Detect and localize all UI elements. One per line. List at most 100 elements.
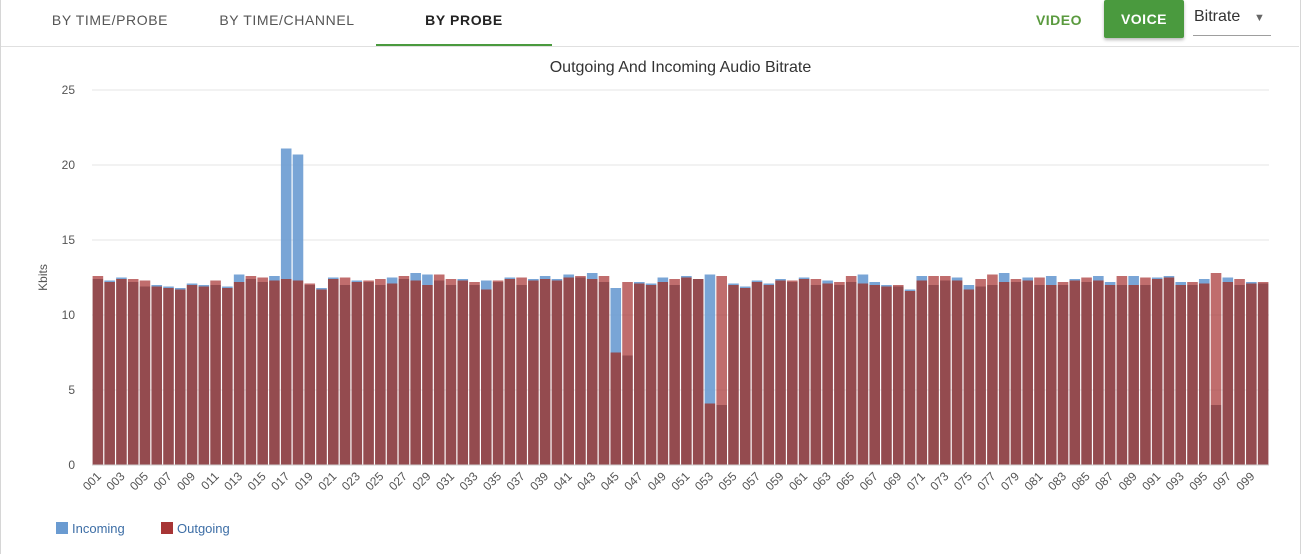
outgoing-bar — [598, 276, 610, 282]
overlap-bar — [151, 286, 163, 465]
incoming-bar — [292, 154, 304, 281]
incoming-bar — [1246, 282, 1257, 284]
overlap-bar — [457, 280, 469, 465]
video-button[interactable]: VIDEO — [1035, 12, 1083, 28]
overlap-bar — [881, 286, 892, 465]
x-tick-label: 023 — [339, 469, 363, 493]
outgoing-bar — [1234, 279, 1245, 285]
outgoing-bar — [139, 280, 151, 287]
outgoing-bar — [622, 282, 633, 356]
outgoing-bar — [669, 279, 680, 285]
overlap-bar — [445, 285, 457, 465]
incoming-bar — [151, 285, 163, 287]
incoming-bar — [751, 280, 763, 282]
outgoing-bar — [1187, 282, 1198, 285]
overlap-bar — [1116, 285, 1128, 465]
tab-by-time-channel[interactable]: BY TIME/CHANNEL — [219, 12, 355, 28]
x-tick-label: 097 — [1210, 469, 1234, 493]
view-tab-bar: BY TIME/PROBE BY TIME/CHANNEL BY PROBE V… — [1, 0, 1299, 47]
metric-select-value: Bitrate — [1194, 8, 1241, 25]
y-tick-label: 0 — [68, 458, 75, 472]
x-tick-label: 075 — [951, 469, 975, 493]
overlap-bar — [351, 282, 363, 465]
overlap-bar — [410, 280, 421, 465]
incoming-bar — [1022, 277, 1034, 281]
tab-by-probe[interactable]: BY PROBE — [376, 0, 552, 46]
incoming-bar — [798, 277, 810, 279]
incoming-bar — [704, 274, 716, 404]
overlap-bar — [610, 352, 622, 465]
outgoing-bar — [445, 279, 457, 285]
legend-label-incoming: Incoming — [72, 521, 125, 536]
voice-button[interactable]: VOICE — [1104, 0, 1184, 38]
metric-select[interactable]: Bitrate ▼ — [1193, 0, 1271, 36]
incoming-bar — [904, 289, 916, 291]
overlap-bar — [798, 279, 810, 465]
overlap-bar — [692, 279, 704, 465]
overlap-bar — [951, 280, 963, 465]
overlap-bar — [292, 280, 304, 465]
x-tick-label: 043 — [574, 469, 598, 493]
outgoing-bar — [210, 280, 221, 285]
overlap-bar — [987, 285, 998, 465]
overlap-bar — [775, 280, 786, 465]
overlap-bar — [563, 277, 574, 465]
overlap-bar — [1151, 279, 1163, 465]
tab-by-time-probe[interactable]: BY TIME/PROBE — [51, 12, 169, 28]
incoming-bar — [504, 277, 516, 279]
overlap-bar — [210, 285, 221, 465]
incoming-bar — [351, 280, 363, 282]
outgoing-bar — [1057, 282, 1069, 285]
overlap-bar — [669, 285, 680, 465]
x-tick-label: 077 — [974, 469, 998, 493]
overlap-bar — [751, 282, 763, 465]
x-tick-label: 069 — [880, 469, 904, 493]
overlap-bar — [857, 283, 869, 465]
overlap-bar — [198, 286, 210, 465]
x-tick-label: 011 — [198, 469, 222, 493]
outgoing-bar — [787, 280, 798, 282]
outgoing-bar — [127, 279, 139, 282]
legend-label-outgoing: Outgoing — [177, 521, 230, 536]
overlap-bar — [469, 285, 480, 465]
overlap-bar — [928, 285, 939, 465]
overlap-bar — [174, 289, 186, 465]
x-tick-label: 073 — [927, 469, 951, 493]
x-tick-label: 065 — [833, 469, 857, 493]
x-tick-label: 067 — [857, 469, 881, 493]
incoming-bar — [857, 274, 869, 284]
x-tick-label: 039 — [527, 469, 551, 493]
overlap-bar — [586, 279, 598, 465]
incoming-bar — [1151, 277, 1163, 279]
overlap-bar — [1128, 285, 1139, 465]
x-tick-label: 089 — [1116, 469, 1140, 493]
overlap-bar — [1010, 282, 1022, 465]
overlap-bar — [1257, 283, 1269, 465]
incoming-bar — [869, 282, 881, 285]
outgoing-bar — [716, 276, 727, 405]
outgoing-bar — [987, 274, 998, 285]
overlap-bar — [363, 282, 374, 465]
overlap-bar — [1022, 280, 1034, 465]
overlap-bar — [598, 282, 610, 465]
x-tick-label: 001 — [80, 469, 104, 493]
outgoing-bar — [810, 279, 822, 285]
incoming-bar — [1093, 276, 1104, 281]
x-tick-label: 095 — [1186, 469, 1210, 493]
outgoing-bar — [1010, 279, 1022, 282]
overlap-bar — [1081, 282, 1092, 465]
x-tick-label: 007 — [151, 469, 175, 493]
overlap-bar — [892, 286, 904, 465]
overlap-bar — [1093, 280, 1104, 465]
x-tick-label: 091 — [1139, 469, 1163, 493]
overlap-bar — [316, 289, 327, 465]
outgoing-bar — [245, 276, 257, 279]
outgoing-bar — [304, 283, 316, 285]
incoming-bar — [280, 148, 292, 279]
overlap-bar — [339, 285, 351, 465]
overlap-bar — [916, 280, 928, 465]
x-tick-label: 019 — [292, 469, 316, 493]
incoming-bar — [1175, 282, 1187, 285]
overlap-bar — [1222, 282, 1234, 465]
outgoing-bar — [375, 279, 386, 285]
